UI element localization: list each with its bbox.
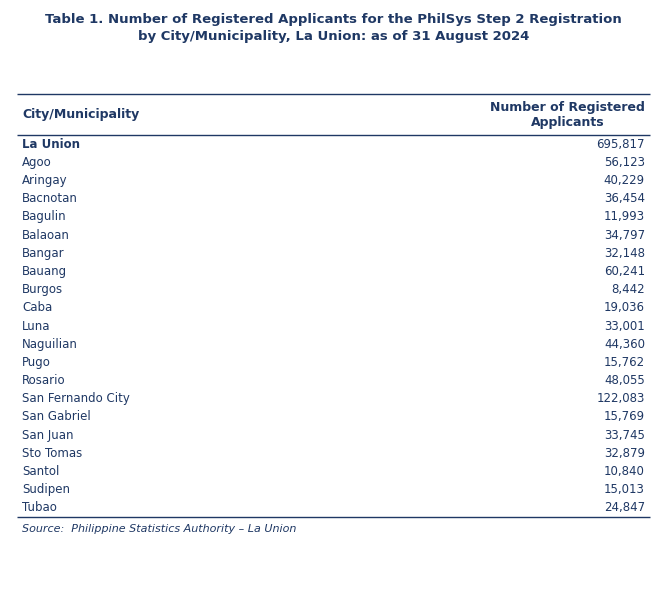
Text: Naguilian: Naguilian <box>22 338 78 351</box>
Text: Balaoan: Balaoan <box>22 228 70 242</box>
Text: Burgos: Burgos <box>22 283 63 296</box>
Text: 40,229: 40,229 <box>604 174 645 187</box>
Text: 56,123: 56,123 <box>604 156 645 169</box>
Text: 32,148: 32,148 <box>604 247 645 260</box>
Text: 15,013: 15,013 <box>604 483 645 496</box>
Text: Bagulin: Bagulin <box>22 210 67 224</box>
Text: 15,769: 15,769 <box>604 410 645 424</box>
Text: Number of Registered
Applicants: Number of Registered Applicants <box>490 101 645 128</box>
Text: 33,001: 33,001 <box>604 319 645 333</box>
Text: 48,055: 48,055 <box>604 374 645 387</box>
Text: 19,036: 19,036 <box>604 301 645 315</box>
Text: Bacnotan: Bacnotan <box>22 192 78 205</box>
Text: Table 1. Number of Registered Applicants for the PhilSys Step 2 Registration
by : Table 1. Number of Registered Applicants… <box>45 13 622 44</box>
Text: City/Municipality: City/Municipality <box>22 108 139 121</box>
Text: 24,847: 24,847 <box>604 501 645 514</box>
Text: San Juan: San Juan <box>22 428 73 442</box>
Text: 44,360: 44,360 <box>604 338 645 351</box>
Text: 11,993: 11,993 <box>604 210 645 224</box>
Text: 15,762: 15,762 <box>604 356 645 369</box>
Text: Caba: Caba <box>22 301 52 315</box>
Text: 34,797: 34,797 <box>604 228 645 242</box>
Text: Sudipen: Sudipen <box>22 483 70 496</box>
Text: Pugo: Pugo <box>22 356 51 369</box>
Text: 8,442: 8,442 <box>612 283 645 296</box>
Text: Rosario: Rosario <box>22 374 65 387</box>
Text: 695,817: 695,817 <box>596 138 645 151</box>
Text: Bauang: Bauang <box>22 265 67 278</box>
Text: Luna: Luna <box>22 319 51 333</box>
Text: La Union: La Union <box>22 138 80 151</box>
Text: Sto Tomas: Sto Tomas <box>22 447 82 460</box>
Text: 36,454: 36,454 <box>604 192 645 205</box>
Text: Santol: Santol <box>22 465 59 478</box>
Text: Agoo: Agoo <box>22 156 52 169</box>
Text: San Fernando City: San Fernando City <box>22 392 130 405</box>
Text: Bangar: Bangar <box>22 247 65 260</box>
Text: Aringay: Aringay <box>22 174 67 187</box>
Text: 33,745: 33,745 <box>604 428 645 442</box>
Text: 32,879: 32,879 <box>604 447 645 460</box>
Text: 60,241: 60,241 <box>604 265 645 278</box>
Text: Source:  Philippine Statistics Authority – La Union: Source: Philippine Statistics Authority … <box>22 524 296 534</box>
Text: San Gabriel: San Gabriel <box>22 410 91 424</box>
Text: Tubao: Tubao <box>22 501 57 514</box>
Text: 10,840: 10,840 <box>604 465 645 478</box>
Text: 122,083: 122,083 <box>596 392 645 405</box>
